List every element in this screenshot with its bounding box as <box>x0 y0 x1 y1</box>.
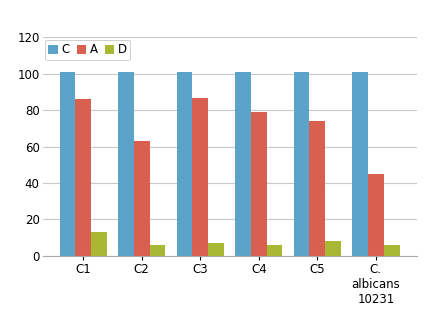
Bar <box>150 245 165 256</box>
Bar <box>352 72 368 256</box>
Bar <box>368 174 384 256</box>
Bar <box>309 121 325 256</box>
Bar <box>91 232 107 256</box>
Bar <box>294 72 309 256</box>
Bar <box>235 72 251 256</box>
Legend: C, A, D: C, A, D <box>45 40 130 60</box>
Bar <box>384 245 400 256</box>
Bar <box>193 97 208 256</box>
Bar <box>325 241 341 256</box>
Bar <box>118 72 134 256</box>
Bar <box>75 99 91 256</box>
Bar <box>176 72 193 256</box>
Bar <box>266 245 283 256</box>
Bar <box>251 112 266 256</box>
Bar <box>60 72 75 256</box>
Bar <box>134 141 150 256</box>
Bar <box>208 243 224 256</box>
